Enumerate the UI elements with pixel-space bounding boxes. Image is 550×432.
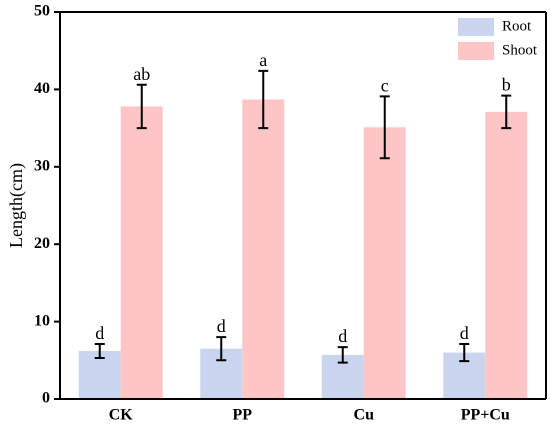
x-tick-label: CK: [109, 406, 134, 423]
y-tick-label: 30: [34, 157, 50, 174]
bar-shoot-pp: [242, 99, 285, 399]
significance-label-root-cu: d: [338, 326, 347, 346]
bars-layer: [78, 99, 528, 400]
y-tick-label: 0: [42, 390, 50, 407]
error-bar-root-pp-cu: [459, 343, 470, 363]
error-bar-shoot-pp-cu: [501, 94, 512, 130]
error-bar-shoot-cu: [379, 95, 390, 160]
legend-label-shoot: Shoot: [502, 42, 538, 58]
legend-swatch-root: [458, 18, 494, 36]
legend: Root Shoot: [458, 18, 538, 60]
legend-swatch-shoot: [458, 42, 494, 60]
y-tick-label: 10: [34, 312, 50, 329]
y-tick-label: 20: [34, 235, 50, 252]
error-bar-root-cu: [337, 346, 348, 364]
error-bar-root-ck: [94, 343, 105, 359]
x-tick-label: PP+Cu: [461, 406, 510, 423]
y-tick-label: 50: [34, 3, 50, 20]
bar-shoot-cu: [363, 127, 406, 400]
significance-label-root-pp: d: [217, 316, 226, 336]
bar-shoot-ck: [120, 106, 163, 399]
bar-root-ck: [78, 351, 121, 399]
significance-labels-layer: d ab d a d c d b: [95, 50, 511, 346]
axes-layer: CK PP Cu PP+Cu 0 10 20 30 40 50: [34, 3, 547, 423]
error-bar-root-pp: [216, 336, 227, 362]
y-tick-label: 40: [34, 80, 50, 97]
significance-label-root-ck: d: [95, 323, 104, 343]
significance-label-root-pp-cu: d: [460, 323, 469, 343]
y-axis-title: Length(cm): [6, 163, 27, 248]
x-tick-label: Cu: [354, 406, 375, 423]
significance-label-shoot-pp-cu: b: [502, 75, 511, 95]
significance-label-shoot-pp: a: [259, 50, 267, 70]
significance-label-shoot-ck: ab: [133, 64, 150, 84]
legend-label-root: Root: [502, 18, 532, 34]
error-bar-shoot-pp: [258, 69, 269, 130]
significance-label-shoot-cu: c: [381, 75, 389, 95]
x-tick-label: PP: [232, 406, 252, 423]
bar-shoot-pp-cu: [485, 111, 528, 399]
error-bars-layer: [94, 69, 512, 364]
error-bar-shoot-ck: [136, 83, 147, 130]
